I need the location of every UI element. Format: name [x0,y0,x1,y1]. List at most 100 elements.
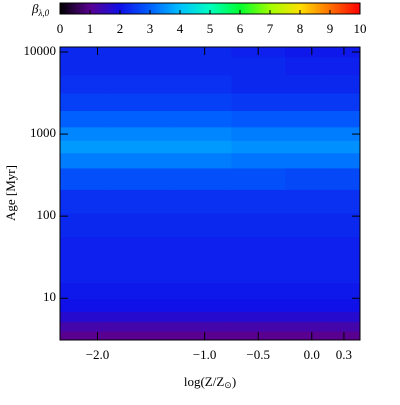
heatmap-cell [327,321,361,332]
heatmap-cell [327,56,361,76]
colorbar-swatch [92,3,96,14]
colorbar-swatch [67,3,71,14]
colorbar-swatch [162,3,166,14]
heatmap-cell [60,93,109,112]
heatmap-cell [60,298,109,312]
colorbar-swatch [180,3,183,14]
colorbar-swatch [267,3,271,14]
colorbar-tick-label: 7 [267,21,274,36]
colorbar-swatch [352,3,356,14]
colorbar-swatch [305,3,308,14]
colorbar-swatch [205,3,208,14]
colorbar-swatch [60,3,63,14]
colorbar-swatch [317,3,321,14]
x-label-sub: ⊙ [224,380,232,390]
heatmap-cell [231,212,286,237]
colorbar-swatch [300,3,303,14]
heatmap-cell [172,74,232,94]
heatmap-cell [327,261,361,284]
heatmap-cell [231,311,286,323]
colorbar-swatch [157,3,161,14]
colorbar-swatch [140,3,143,14]
colorbar-swatch [235,3,238,14]
colorbar-label-main: β [31,1,39,16]
colorbar-swatch [355,3,358,14]
colorbar-swatch [185,3,188,14]
heatmap-cell [231,56,286,76]
colorbar-swatch [195,3,198,14]
heatmap-cell [231,110,286,128]
colorbar-swatch [155,3,158,14]
heatmap-cell [60,47,109,58]
colorbar-swatch [275,3,278,14]
heatmap-cell [231,126,286,141]
colorbar-swatch [322,3,326,14]
heatmap-cell [108,212,173,237]
heatmap-cell [172,189,232,214]
colorbar-swatch [137,3,141,14]
heatmap-cell [172,236,232,262]
heatmap-cell [327,282,361,300]
y-axis-label: Age [Myr] [3,165,18,221]
heatmap-cell [285,282,329,300]
colorbar-swatch [315,3,318,14]
colorbar-swatch [202,3,206,14]
colorbar-swatch [215,3,218,14]
colorbar-swatch [70,3,73,14]
heatmap-cell [108,189,173,214]
colorbar-swatch [265,3,268,14]
heatmap-cell [108,140,173,154]
heatmap-cell [285,212,329,237]
heatmap-cell [108,56,173,76]
heatmap-cell [60,110,109,128]
x-tick-label: 0.3 [336,347,352,362]
heatmap-cell [60,236,109,262]
heatmap-cell [231,140,286,154]
colorbar-swatch [190,3,193,14]
heatmap-cell [108,126,173,141]
heatmap-cell [172,47,232,58]
colorbar-swatch [115,3,118,14]
colorbar-swatch [287,3,291,14]
colorbar-swatch [307,3,311,14]
colorbar-swatch [292,3,296,14]
colorbar-swatch [252,3,256,14]
heatmap-cell [285,126,329,141]
colorbar-swatch [177,3,181,14]
colorbar-swatch [327,3,331,14]
heatmap-cell [285,321,329,332]
colorbar-swatch [272,3,276,14]
heatmap-cell [108,261,173,284]
colorbar-swatch [182,3,186,14]
heatmap-cell [108,282,173,300]
colorbar-swatch [145,3,148,14]
colorbar-swatch [130,3,133,14]
y-tick-label: 10000 [24,43,57,58]
colorbar-tick-label: 10 [354,21,367,36]
heatmap-cell [231,93,286,112]
heatmap-cell [285,110,329,128]
colorbar-swatch [65,3,68,14]
colorbar-swatch [270,3,273,14]
colorbar-swatch [132,3,136,14]
colorbar-swatch [105,3,108,14]
plot-frame [59,46,361,341]
colorbar-swatch [150,3,153,14]
heatmap-cell [285,47,329,58]
heatmap-cell [285,261,329,284]
x-axis-label: log(Z/Z⊙) [184,374,236,390]
heatmap-cell [285,311,329,323]
x-label-main: log(Z/Z [184,374,224,389]
heatmap-cell [327,126,361,141]
colorbar-tick-label: 6 [237,21,244,36]
heatmap-cell [285,152,329,169]
heatmap-cell [172,311,232,323]
colorbar-swatch [225,3,228,14]
colorbar-swatch [112,3,116,14]
colorbar-swatch [347,3,351,14]
colorbar-swatch [90,3,93,14]
heatmap-cell [108,47,173,58]
heatmap-cell [60,56,109,76]
colorbar-swatch [297,3,301,14]
